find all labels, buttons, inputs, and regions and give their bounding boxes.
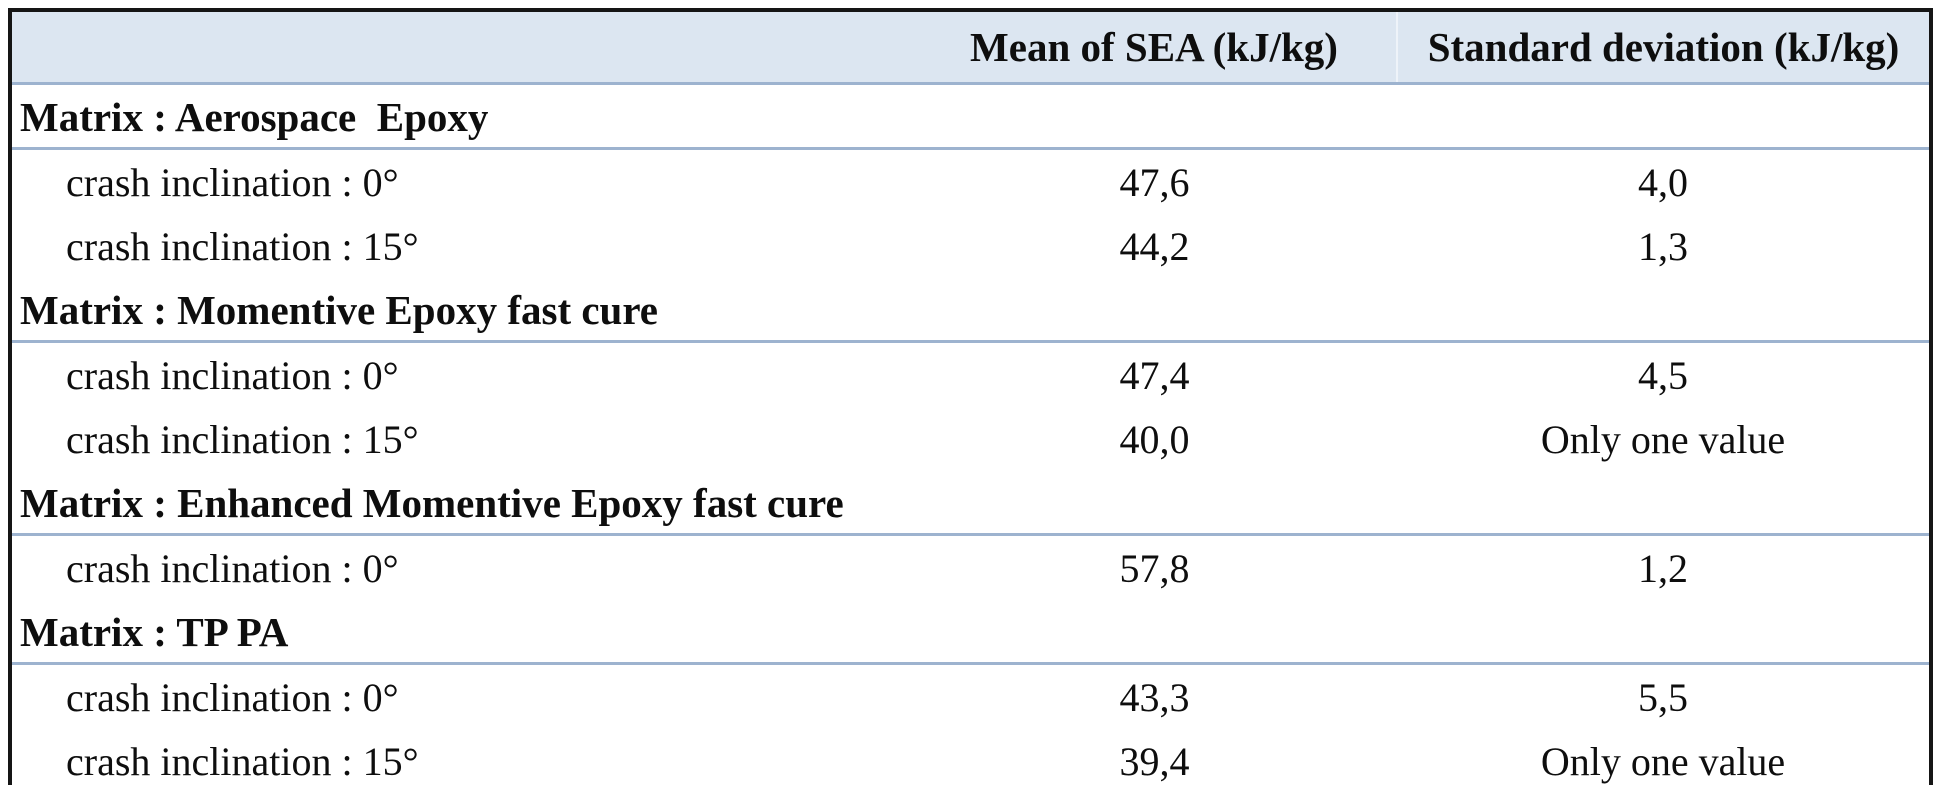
- row-label-cell: crash inclination : 15°: [66, 223, 419, 269]
- section-label: Matrix : TP PA: [10, 600, 1931, 665]
- std-value-cell: 1,3: [1638, 223, 1688, 269]
- mean-value-cell: 47,6: [1119, 159, 1190, 205]
- table-row: crash inclination : 0° 43,3 5,5: [10, 664, 1931, 730]
- section-row-tp-pa: Matrix : TP PA: [10, 600, 1931, 665]
- section-label: Matrix : Aerospace Epoxy: [10, 83, 1931, 150]
- std-value-cell: Only one value: [1540, 416, 1786, 462]
- mean-value-cell: 47,4: [1119, 352, 1190, 398]
- section-row-enhanced-momentive-epoxy: Matrix : Enhanced Momentive Epoxy fast c…: [10, 471, 1931, 536]
- row-label-cell: crash inclination : 0°: [66, 545, 399, 591]
- table-row: crash inclination : 0° 47,4 4,5: [10, 342, 1931, 408]
- std-value-cell: Only one value: [1540, 738, 1786, 784]
- sea-results-table: Mean of SEA (kJ/kg) Standard deviation (…: [8, 8, 1933, 785]
- std-value-cell: 4,0: [1638, 159, 1688, 205]
- mean-value-cell: 40,0: [1119, 416, 1190, 462]
- mean-value-cell: 39,4: [1119, 738, 1190, 784]
- row-label-cell: crash inclination : 15°: [66, 738, 419, 784]
- mean-value-cell: 43,3: [1119, 674, 1190, 720]
- row-label-cell: crash inclination : 0°: [66, 674, 399, 720]
- section-row-aerospace-epoxy: Matrix : Aerospace Epoxy: [10, 83, 1931, 150]
- std-value-cell: 4,5: [1638, 352, 1688, 398]
- table-row: crash inclination : 15° 39,4 Only one va…: [10, 729, 1931, 785]
- table-row: crash inclination : 0° 57,8 1,2: [10, 535, 1931, 601]
- header-row: Mean of SEA (kJ/kg) Standard deviation (…: [10, 10, 1931, 85]
- section-label: Matrix : Momentive Epoxy fast cure: [10, 278, 1931, 343]
- table-row: crash inclination : 15° 40,0 Only one va…: [10, 407, 1931, 471]
- header-cell-mean-sea: Mean of SEA (kJ/kg): [912, 10, 1397, 85]
- section-row-momentive-epoxy: Matrix : Momentive Epoxy fast cure: [10, 278, 1931, 343]
- std-value-cell: 1,2: [1638, 545, 1688, 591]
- table-row: crash inclination : 0° 47,6 4,0: [10, 149, 1931, 215]
- header-cell-empty: [10, 10, 912, 85]
- mean-value-cell: 44,2: [1119, 223, 1190, 269]
- row-label-cell: crash inclination : 0°: [66, 352, 399, 398]
- mean-value-cell: 57,8: [1119, 545, 1190, 591]
- section-label: Matrix : Enhanced Momentive Epoxy fast c…: [10, 471, 1931, 536]
- row-label-cell: crash inclination : 0°: [66, 159, 399, 205]
- table-row: crash inclination : 15° 44,2 1,3: [10, 214, 1931, 278]
- header-cell-standard-deviation: Standard deviation (kJ/kg): [1396, 10, 1931, 85]
- table-header: Mean of SEA (kJ/kg) Standard deviation (…: [10, 10, 1931, 85]
- std-value-cell: 5,5: [1638, 674, 1688, 720]
- row-label-cell: crash inclination : 15°: [66, 416, 419, 462]
